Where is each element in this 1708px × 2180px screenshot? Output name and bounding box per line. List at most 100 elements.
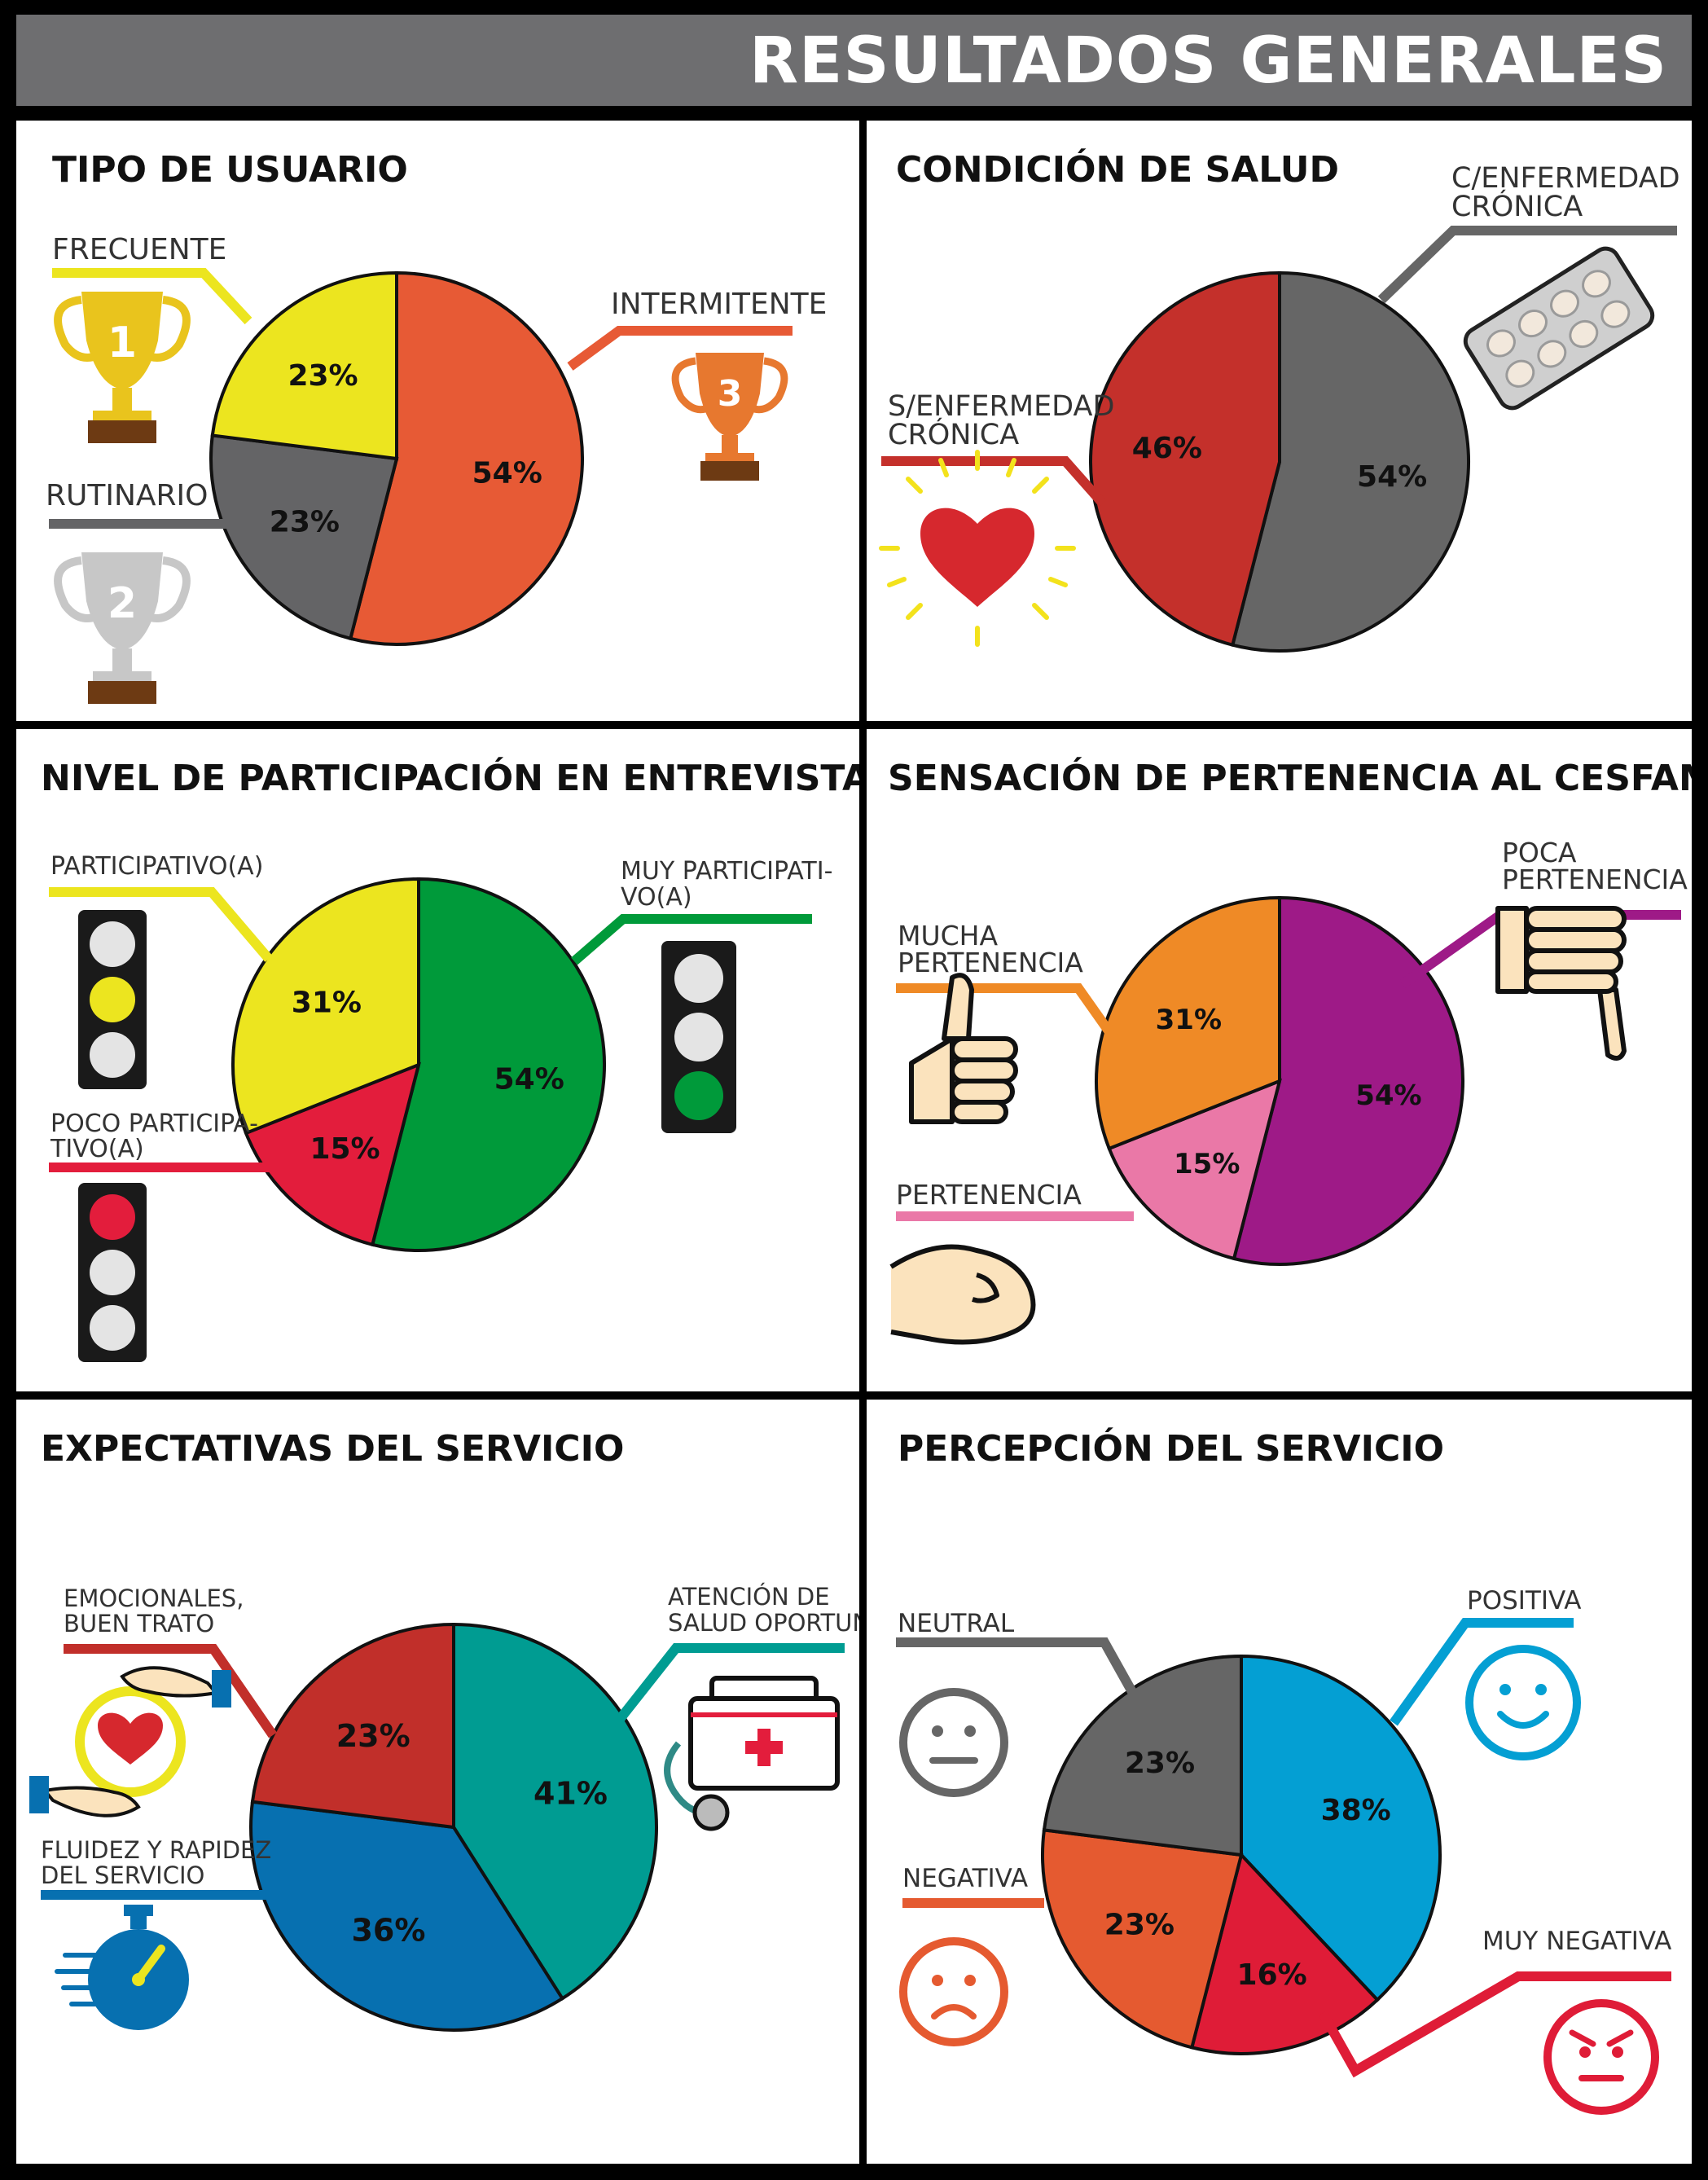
pie-slice-value-label: 15%	[310, 1132, 380, 1166]
pie-slice	[1232, 895, 1464, 1266]
chart-tipo-de-usuario: TIPO DE USUARIO 54% 23% 23% INTERMITENTE R…	[46, 149, 827, 704]
chart-title: TIPO DE USUARIO	[52, 149, 408, 191]
label-con-enfermedad-2: CRÓNICA	[1451, 189, 1583, 223]
pie-slice	[1089, 270, 1281, 648]
label-sin-enfermedad-2: CRÓNICA	[888, 417, 1019, 451]
label-poca-pertenencia-1: POCA	[1502, 837, 1577, 868]
traffic-light-red-icon	[78, 1183, 147, 1362]
pie-slice	[1240, 1654, 1442, 2002]
thumbs-down-icon	[1495, 906, 1627, 1061]
thumbs-up-icon	[909, 973, 1018, 1124]
panel-expectativas-del-servicio: EXPECTATIVAS DEL SERVICIO 41% 36% 23% ATEN…	[16, 1400, 859, 2164]
pie-slice-value-label: 36%	[351, 1912, 425, 1948]
pie-slice-value-label: 23%	[1104, 1909, 1175, 1942]
label-poco-participativo-1: POCO PARTICIPA-	[50, 1110, 258, 1138]
label-muy-negativa: MUY NEGATIVA	[1482, 1927, 1671, 1956]
fist-icon	[889, 1244, 1036, 1345]
pie-slice-value-label: 23%	[1125, 1747, 1195, 1780]
label-mucha-pertenencia-2: PERTENENCIA	[898, 947, 1083, 978]
label-emocionales-1: EMOCIONALES,	[64, 1584, 244, 1612]
pie-slice-value-label: 38%	[1321, 1794, 1391, 1827]
pie-slice	[1042, 1654, 1243, 1857]
leader-line-neutral	[896, 1637, 1140, 1700]
label-fluidez-1: FLUIDEZ Y RAPIDEZ	[41, 1836, 271, 1864]
medical-kit-icon	[664, 1676, 840, 1831]
leader-line-muy-participativo	[571, 914, 812, 965]
label-mucha-pertenencia-1: MUCHA	[898, 920, 998, 952]
label-negativa: NEGATIVA	[902, 1864, 1028, 1893]
chart-title: CONDICIÓN DE SALUD	[896, 147, 1339, 191]
label-positiva: POSITIVA	[1467, 1586, 1581, 1615]
pie-slice-value-label: 46%	[1132, 432, 1202, 465]
trophy-second-number: 2	[108, 579, 137, 628]
chart-sensacion-de-pertenencia: SENSACIÓN DE PERTENENCIA AL CESFAM 54% 15…	[888, 756, 1692, 1345]
chart-title: PERCEPCIÓN DEL SERVICIO	[898, 1426, 1444, 1470]
leader-line-mucha-pertenencia	[896, 983, 1122, 1047]
leader-line-frecuente	[52, 268, 252, 325]
label-frecuente: FRECUENTE	[52, 233, 226, 266]
label-poca-pertenencia-2: PERTENENCIA	[1502, 864, 1688, 895]
leader-line-atencion-oportuna	[617, 1643, 845, 1721]
panel-percepcion-del-servicio: PERCEPCIÓN DEL SERVICIO 38% 16% 23% 23% POS…	[867, 1400, 1692, 2164]
sad-face-icon	[899, 1937, 1008, 2046]
pie-slice	[1095, 895, 1281, 1151]
pie-slice	[244, 1061, 421, 1247]
label-sin-enfermedad-1: S/ENFERMEDAD	[888, 390, 1114, 423]
label-emocionales-2: BUEN TRATO	[64, 1610, 214, 1637]
title-bar: RESULTADOS GENERALES	[16, 15, 1692, 106]
pie-slice-value-label: 23%	[336, 1718, 411, 1754]
traffic-light-yellow-icon	[78, 910, 147, 1089]
leader-line-con-enfermedad	[1377, 226, 1677, 304]
trophy-second-icon: 2	[54, 552, 191, 704]
panel-nivel-de-participacion: NIVEL DE PARTICIPACIÓN EN ENTREVISTA 54%…	[16, 729, 859, 1391]
chart-expectativas-del-servicio: EXPECTATIVAS DEL SERVICIO 41% 36% 23% ATEN…	[29, 1428, 859, 2032]
neutral-face-icon	[899, 1688, 1008, 1797]
leader-line-positiva	[1390, 1618, 1574, 1726]
panel-condicion-de-salud: CONDICIÓN DE SALUD 54% 46% C/ENFERMEDAD C…	[867, 121, 1692, 721]
pie-slice	[210, 270, 398, 461]
caring-hands-icon	[29, 1666, 231, 1817]
heart-icon	[879, 450, 1076, 647]
trophy-first-icon: 1	[54, 292, 191, 443]
pie-slice	[348, 270, 584, 646]
label-muy-participativo-1: MUY PARTICIPATI-	[621, 857, 832, 886]
trophy-third-icon: 3	[671, 353, 788, 481]
chart-title: SENSACIÓN DE PERTENENCIA AL CESFAM	[888, 756, 1692, 799]
chart-title: EXPECTATIVAS DEL SERVICIO	[41, 1428, 624, 1470]
panel-tipo-de-usuario: TIPO DE USUARIO 54% 23% 23% INTERMITENTE R…	[16, 121, 859, 721]
label-poco-participativo-2: TIVO(A)	[50, 1135, 144, 1163]
pie-slice-value-label: 54%	[1355, 1079, 1421, 1112]
pie-slice-value-label: 41%	[533, 1776, 608, 1812]
label-muy-participativo-2: VO(A)	[621, 883, 692, 912]
trophy-first-number: 1	[108, 319, 137, 367]
pie-slice-value-label: 23%	[270, 505, 340, 538]
pie-slice	[1230, 270, 1470, 653]
chart-percepcion-del-servicio: PERCEPCIÓN DEL SERVICIO 38% 16% 23% 23% POS…	[896, 1426, 1671, 2115]
pie-slice	[249, 1800, 565, 2032]
pie-slice	[209, 433, 399, 641]
pie-slice-value-label: 31%	[292, 987, 362, 1020]
pie-slice	[370, 877, 606, 1252]
pie-slice	[1189, 1851, 1380, 2055]
pie-slice-value-label: 54%	[472, 457, 542, 490]
trophy-third-number: 3	[718, 373, 743, 415]
pie-slice	[250, 1622, 455, 1830]
pie-slice-value-label: 54%	[494, 1063, 564, 1097]
label-atencion-1: ATENCIÓN DE	[668, 1583, 830, 1611]
angry-face-icon	[1543, 1999, 1659, 2115]
label-atencion-2: SALUD OPORTUNA	[668, 1609, 859, 1637]
pie-slice	[1041, 1828, 1244, 2050]
pie-slice	[1107, 1078, 1282, 1261]
label-pertenencia: PERTENENCIA	[896, 1179, 1082, 1211]
label-neutral: NEUTRAL	[898, 1609, 1015, 1638]
traffic-light-green-icon	[661, 941, 736, 1133]
pie-slice-value-label: 15%	[1174, 1148, 1240, 1180]
label-con-enfermedad-1: C/ENFERMEDAD	[1451, 162, 1680, 195]
label-rutinario: RUTINARIO	[46, 479, 209, 512]
leader-line-participativo	[49, 887, 273, 962]
leader-line-emocionales	[64, 1644, 277, 1738]
panel-sensacion-de-pertenencia: SENSACIÓN DE PERTENENCIA AL CESFAM 54% 15…	[867, 729, 1692, 1391]
pie-slice-value-label: 54%	[1357, 460, 1427, 494]
label-participativo: PARTICIPATIVO(A)	[50, 852, 263, 881]
happy-face-icon	[1465, 1645, 1581, 1760]
